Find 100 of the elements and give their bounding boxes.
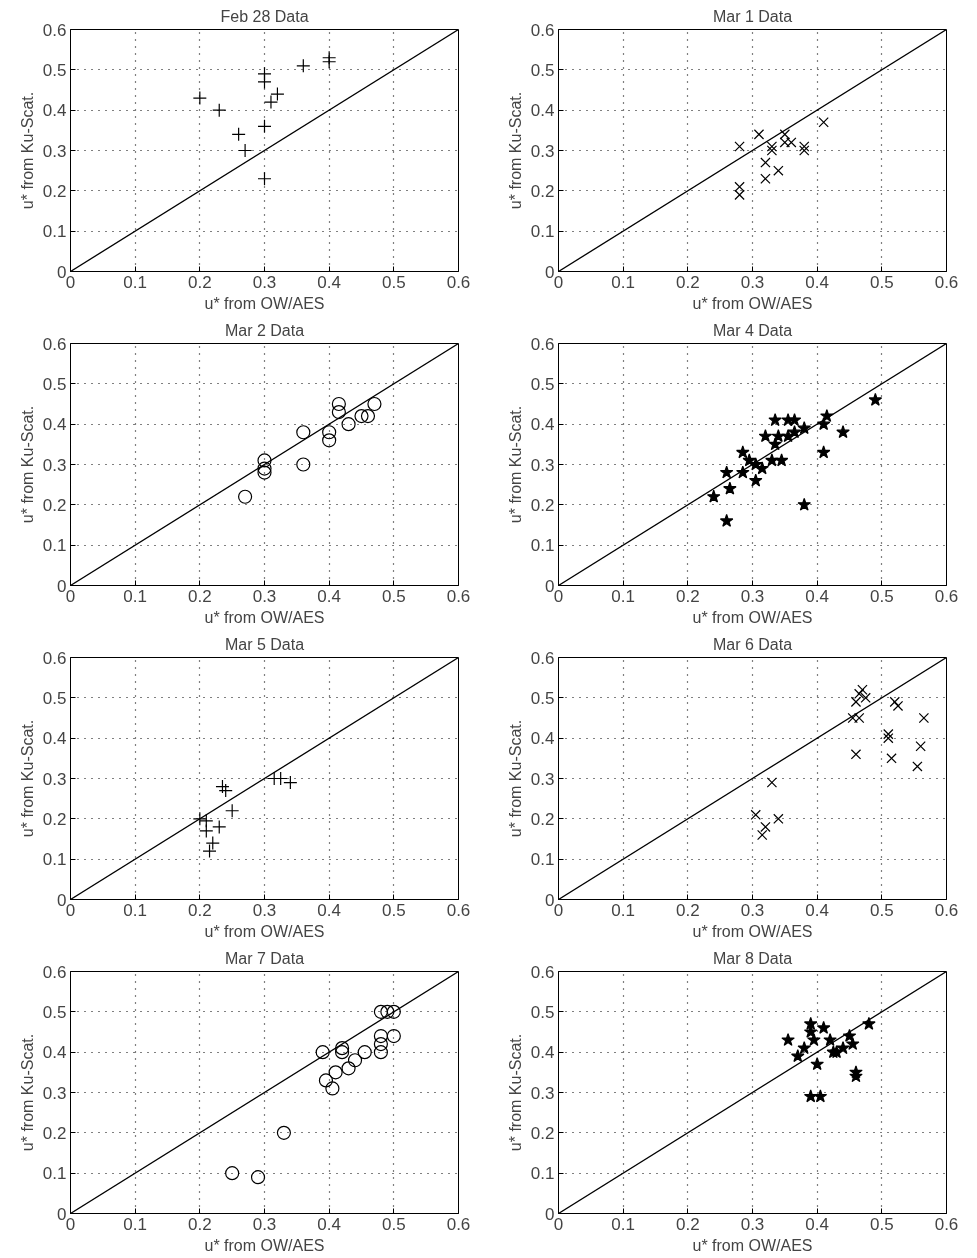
x-tick-label: 0.2 bbox=[188, 272, 212, 292]
x-axis-title: u* from OW/AES bbox=[692, 608, 813, 626]
y-tick-label: 0.5 bbox=[530, 688, 555, 708]
x-tick-label: 0.1 bbox=[123, 586, 147, 606]
x-tick-label: 0.1 bbox=[123, 1214, 147, 1234]
y-axis-title: u* from Ku-Scat. bbox=[18, 1033, 36, 1152]
y-tick-label: 0.1 bbox=[42, 222, 67, 242]
chart-title: Mar 5 Data bbox=[224, 635, 305, 653]
y-axis-title: u* from Ku-Scat. bbox=[18, 405, 36, 524]
x-tick-label: 0.3 bbox=[252, 272, 277, 292]
x-tick-label: 0.2 bbox=[676, 586, 700, 606]
x-tick-label: 0.2 bbox=[676, 272, 700, 292]
y-tick-label: 0.6 bbox=[42, 962, 67, 982]
y-tick-label: 0.2 bbox=[530, 181, 555, 201]
y-tick-label: 0.6 bbox=[530, 20, 555, 40]
x-tick-label: 0.4 bbox=[805, 1214, 829, 1234]
y-tick-label: 0.5 bbox=[42, 1002, 67, 1022]
x-tick-label: 0.5 bbox=[870, 272, 894, 292]
y-tick-label: 0.4 bbox=[530, 101, 555, 121]
y-axis-title: u* from Ku-Scat. bbox=[506, 719, 524, 838]
y-axis-title: u* from Ku-Scat. bbox=[18, 91, 36, 210]
x-tick-label: 0.2 bbox=[676, 900, 700, 920]
y-tick-label: 0.4 bbox=[530, 1043, 555, 1063]
x-tick-label: 0.3 bbox=[252, 1214, 277, 1234]
y-tick-label: 0.2 bbox=[530, 1123, 555, 1143]
x-tick-label: 0.6 bbox=[934, 1214, 959, 1234]
chart-title: Mar 8 Data bbox=[712, 949, 793, 967]
y-tick-label: 0.4 bbox=[530, 415, 555, 435]
y-tick-label: 0.6 bbox=[42, 20, 67, 40]
x-tick-label: 0.6 bbox=[934, 586, 959, 606]
x-tick-label: 0.4 bbox=[805, 586, 829, 606]
y-tick-label: 0.1 bbox=[42, 536, 67, 556]
x-axis-title: u* from OW/AES bbox=[204, 922, 325, 940]
x-tick-label: 0.2 bbox=[188, 1214, 212, 1234]
y-tick-label: 0.3 bbox=[42, 769, 67, 789]
y-tick-label: 0.2 bbox=[42, 1123, 67, 1143]
x-tick-label: 0.3 bbox=[740, 900, 765, 920]
x-tick-label: 0.3 bbox=[740, 586, 765, 606]
x-tick-label: 0.4 bbox=[317, 586, 341, 606]
y-tick-label: 0.2 bbox=[530, 809, 555, 829]
x-tick-label: 0.4 bbox=[805, 272, 829, 292]
x-tick-label: 0.6 bbox=[446, 1214, 471, 1234]
x-tick-label: 0.2 bbox=[676, 1214, 700, 1234]
x-tick-label: 0.4 bbox=[317, 272, 341, 292]
x-tick-label: 0.5 bbox=[382, 586, 406, 606]
x-tick-label: 0.5 bbox=[870, 900, 894, 920]
x-tick-label: 0.6 bbox=[446, 272, 471, 292]
chart-title: Mar 7 Data bbox=[224, 949, 305, 967]
y-tick-label: 0.6 bbox=[530, 962, 555, 982]
x-tick-label: 0.3 bbox=[740, 272, 765, 292]
y-tick-label: 0.3 bbox=[530, 141, 555, 161]
chart-title: Mar 1 Data bbox=[712, 7, 793, 25]
y-tick-label: 0.6 bbox=[42, 334, 67, 354]
x-tick-label: 0.5 bbox=[870, 1214, 894, 1234]
x-tick-label: 0.3 bbox=[252, 900, 277, 920]
x-tick-label: 0.5 bbox=[870, 586, 894, 606]
y-tick-label: 0.5 bbox=[42, 688, 67, 708]
y-tick-label: 0.4 bbox=[42, 729, 67, 749]
x-tick-label: 0.3 bbox=[252, 586, 277, 606]
y-tick-label: 0.3 bbox=[530, 1083, 555, 1103]
y-tick-label: 0.1 bbox=[530, 850, 555, 870]
x-tick-label: 0.1 bbox=[611, 900, 635, 920]
chart-title: Mar 4 Data bbox=[712, 321, 793, 339]
x-axis-title: u* from OW/AES bbox=[692, 1236, 813, 1254]
y-tick-label: 0.6 bbox=[530, 334, 555, 354]
x-tick-label: 0.2 bbox=[188, 900, 212, 920]
y-tick-label: 0.2 bbox=[42, 181, 67, 201]
y-tick-label: 0.4 bbox=[42, 1043, 67, 1063]
y-tick-label: 0.5 bbox=[530, 374, 555, 394]
x-tick-label: 0.4 bbox=[317, 900, 341, 920]
y-axis-title: u* from Ku-Scat. bbox=[506, 405, 524, 524]
y-tick-label: 0.1 bbox=[530, 1164, 555, 1184]
y-tick-label: 0.3 bbox=[530, 769, 555, 789]
x-tick-label: 0.6 bbox=[446, 586, 471, 606]
x-tick-label: 0.6 bbox=[934, 272, 959, 292]
y-tick-label: 0.2 bbox=[42, 495, 67, 515]
y-tick-label: 0.3 bbox=[530, 455, 555, 475]
y-tick-label: 0.5 bbox=[530, 1002, 555, 1022]
y-tick-label: 0.1 bbox=[530, 222, 555, 242]
x-tick-label: 0.1 bbox=[123, 272, 147, 292]
x-axis-title: u* from OW/AES bbox=[204, 294, 325, 312]
x-tick-label: 0.1 bbox=[611, 586, 635, 606]
y-tick-label: 0.2 bbox=[42, 809, 67, 829]
x-tick-label: 0.5 bbox=[382, 272, 406, 292]
x-tick-label: 0.3 bbox=[740, 1214, 765, 1234]
x-axis-title: u* from OW/AES bbox=[204, 608, 325, 626]
x-tick-label: 0.5 bbox=[382, 1214, 406, 1234]
y-tick-label: 0.3 bbox=[42, 455, 67, 475]
x-tick-label: 0.4 bbox=[805, 900, 829, 920]
x-tick-label: 0.5 bbox=[382, 900, 406, 920]
x-tick-label: 0.1 bbox=[123, 900, 147, 920]
x-tick-label: 0.1 bbox=[611, 1214, 635, 1234]
y-tick-label: 0.3 bbox=[42, 1083, 67, 1103]
y-axis-title: u* from Ku-Scat. bbox=[506, 91, 524, 210]
y-tick-label: 0.6 bbox=[530, 648, 555, 668]
chart-title: Mar 6 Data bbox=[712, 635, 793, 653]
y-axis-title: u* from Ku-Scat. bbox=[506, 1033, 524, 1152]
y-tick-label: 0.2 bbox=[530, 495, 555, 515]
y-tick-label: 0.3 bbox=[42, 141, 67, 161]
y-tick-label: 0.6 bbox=[42, 648, 67, 668]
